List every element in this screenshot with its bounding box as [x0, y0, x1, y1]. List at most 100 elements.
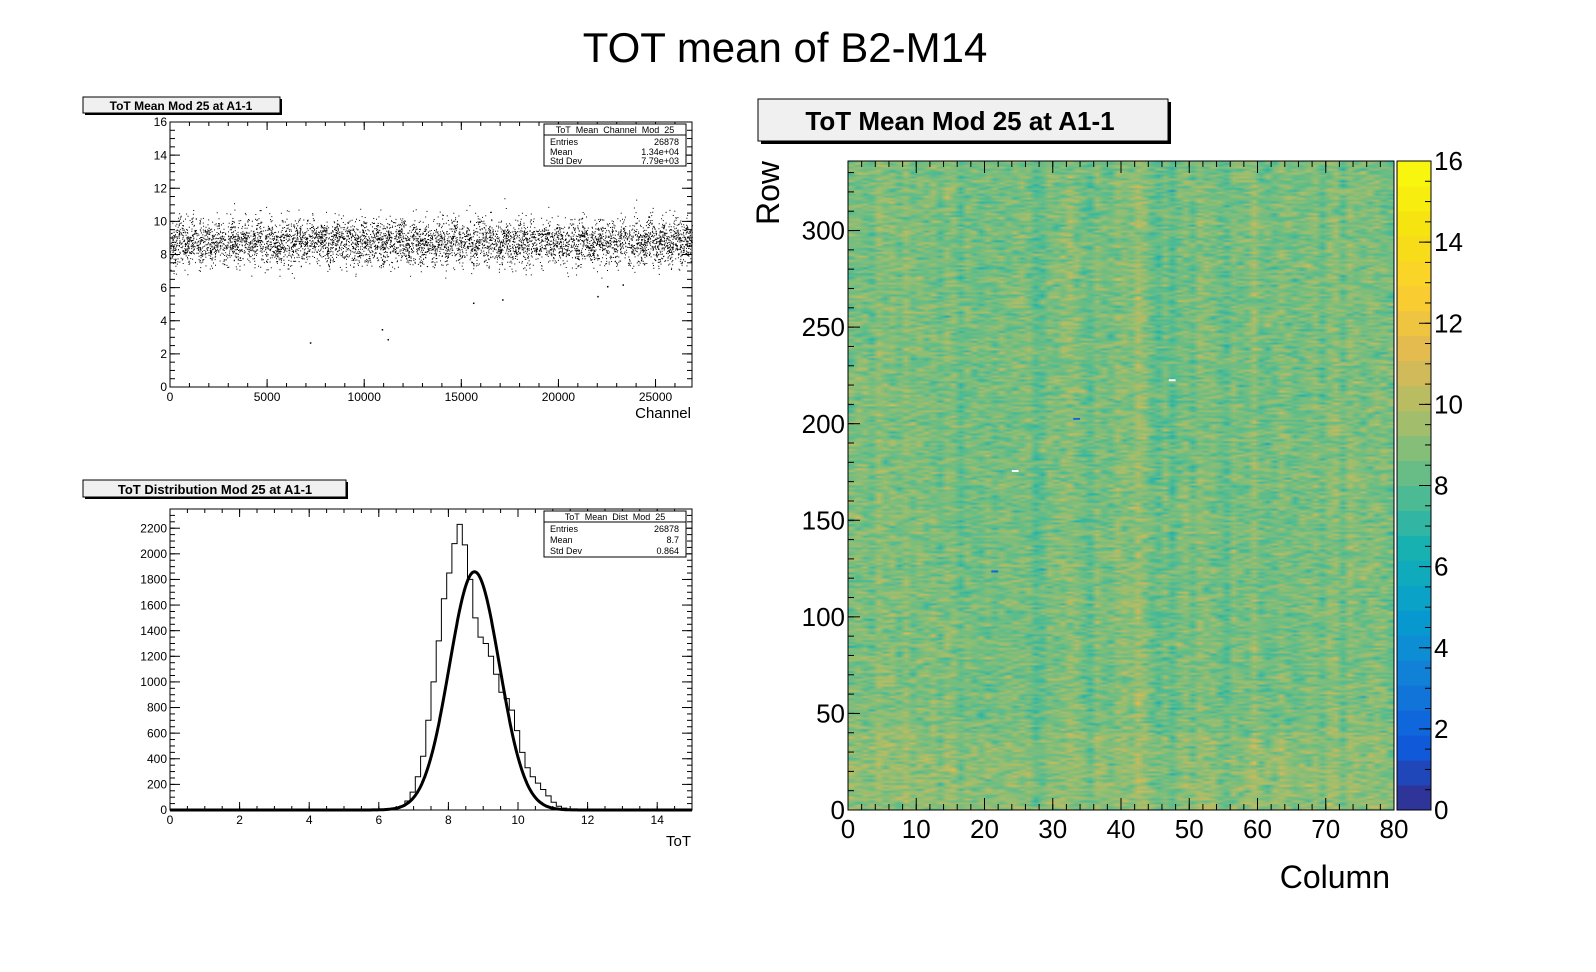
- heatmap-special-cell: [1168, 379, 1176, 382]
- color-scale-band: [1397, 485, 1431, 511]
- distribution-title-box: [82, 479, 347, 498]
- channel-scatter-x-tick-label: 15000: [445, 390, 479, 404]
- distribution-stats-name: ToT_Mean_Dist_Mod_25: [565, 512, 666, 522]
- distribution-y-tick-label: 400: [147, 752, 167, 766]
- heatmap-z-axis: 0 2 4 6 8 10 12 14 16: [1419, 146, 1463, 825]
- heatmap-z-tick-label: 8: [1434, 471, 1448, 501]
- heatmap-x-tick-label: 30: [1038, 814, 1067, 844]
- heatmap-x-tick-label: 10: [902, 814, 931, 844]
- distribution-x-tick-label: 2: [236, 813, 243, 827]
- heatmap-y-tick-label: 0: [831, 795, 845, 825]
- heatmap-z-tick-label: 12: [1434, 308, 1463, 338]
- color-scale-band: [1397, 260, 1431, 287]
- heatmap-x-tick-label: 0: [841, 814, 855, 844]
- color-scale-band: [1397, 585, 1431, 611]
- channel-scatter-outlier-point: [381, 329, 384, 331]
- channel-scatter-title: ToT Mean Mod 25 at A1-1: [110, 99, 253, 113]
- histogram-bin: [457, 524, 462, 810]
- distribution-x-tick-label: 0: [167, 813, 174, 827]
- distribution-x-tick-label: 4: [306, 813, 313, 827]
- histogram-bin: [478, 637, 483, 810]
- stats-stddev-label: Std Dev: [550, 546, 583, 556]
- channel-scatter-x-label: Channel: [635, 405, 691, 422]
- stats-entries-label: Entries: [550, 524, 579, 534]
- channel-scatter-y-tick-label: 14: [154, 148, 168, 162]
- heatmap-y-tick-label: 200: [802, 409, 845, 439]
- heatmap-cells: [848, 161, 1394, 810]
- channel-scatter-y-tick-label: 6: [160, 281, 167, 295]
- channel-scatter-outlier-point: [597, 295, 599, 298]
- color-scale-band: [1397, 535, 1431, 561]
- heatmap-x-tick-label: 20: [970, 814, 999, 844]
- distribution-y-tick-label: 1800: [140, 573, 167, 587]
- channel-scatter-y-tick-label: 4: [160, 314, 167, 328]
- distribution-x-axis: 0 2 4 6 8 10 12 14: [167, 509, 693, 827]
- color-scale-band: [1397, 710, 1431, 736]
- color-scale-band: [1397, 385, 1431, 412]
- heatmap-y-tick-label: 100: [802, 602, 845, 632]
- channel-scatter-stats-box: ToT_Mean_Channel_Mod_25 Entries 26878 Me…: [543, 123, 687, 167]
- stats-mean-label: Mean: [550, 535, 573, 545]
- stats-stddev-value: 7.79e+03: [641, 156, 679, 166]
- distribution-y-tick-label: 200: [147, 778, 167, 792]
- histogram-bin: [483, 643, 488, 810]
- channel-scatter-x-tick-label: 5000: [254, 390, 281, 404]
- heatmap-x-tick-label: 50: [1175, 814, 1204, 844]
- heatmap-z-tick-label: 4: [1434, 633, 1448, 663]
- channel-scatter-outlier-point: [387, 338, 390, 341]
- stats-entries-value: 26878: [654, 524, 679, 534]
- distribution-y-axis: 0 200 400 600 800 1000 1200 1400 1600 1800 2000 220…: [140, 514, 692, 817]
- histogram-bin: [452, 544, 457, 810]
- heatmap-x-label: Column: [1280, 859, 1390, 895]
- color-scale-band: [1397, 335, 1431, 362]
- color-scale-band: [1397, 660, 1431, 686]
- heatmap-title: ToT Mean Mod 25 at A1-1: [805, 106, 1114, 136]
- channel-scatter-point-cloud: [170, 198, 693, 279]
- heatmap-z-tick-label: 0: [1434, 795, 1448, 825]
- heatmap-special-cells: [991, 379, 1176, 573]
- heatmap-x-tick-label: 70: [1311, 814, 1340, 844]
- channel-scatter-title-box: [82, 96, 281, 114]
- channel-scatter-y-tick-label: 8: [160, 248, 167, 262]
- color-scale-band: [1397, 560, 1431, 586]
- channel-scatter-y-tick-label: 12: [154, 181, 168, 195]
- distribution-y-tick-label: 1200: [140, 649, 167, 663]
- distribution-x-tick-label: 8: [445, 813, 452, 827]
- heatmap-y-tick-label: 50: [816, 699, 845, 729]
- distribution-x-tick-label: 6: [375, 813, 382, 827]
- distribution-stats-box: ToT_Mean_Dist_Mod_25 Entries 26878 Mean …: [543, 510, 687, 558]
- channel-scatter-x-tick-label: 0: [167, 390, 174, 404]
- heatmap-special-cell: [991, 570, 999, 573]
- heatmap-z-tick-label: 10: [1434, 389, 1463, 419]
- color-scale-band: [1397, 760, 1431, 786]
- distribution-y-tick-label: 1600: [140, 598, 167, 612]
- channel-scatter-points: [170, 198, 693, 344]
- heatmap-x-tick-label: 80: [1380, 814, 1409, 844]
- channel-scatter-x-tick-label: 10000: [348, 390, 382, 404]
- channel-scatter-x-tick-label: 25000: [639, 390, 673, 404]
- channel-scatter-x-tick-label: 20000: [542, 390, 576, 404]
- channel-scatter-outlier-point: [606, 285, 609, 288]
- heatmap-y-tick-label: 150: [802, 505, 845, 535]
- color-scale-band: [1397, 610, 1431, 636]
- color-scale-band: [1397, 360, 1431, 387]
- stats-stddev-label: Std Dev: [550, 156, 583, 166]
- channel-scatter-y-tick-label: 10: [154, 215, 168, 229]
- distribution-y-tick-label: 1400: [140, 624, 167, 638]
- distribution-y-tick-label: 0: [160, 803, 167, 817]
- histogram-bin: [468, 579, 473, 810]
- channel-scatter-y-axis: 0 2 4 6 8 10 12 14 16: [154, 115, 692, 394]
- canvas-title: TOT mean of B2-M14: [583, 24, 988, 71]
- heatmap-y-axis: 0 50 100 150 200 250 300: [802, 172, 860, 825]
- heatmap-x-tick-label: 40: [1107, 814, 1136, 844]
- color-scale-band: [1397, 785, 1431, 811]
- channel-scatter-outlier-point: [472, 302, 475, 305]
- distribution-x-label: ToT: [666, 833, 691, 850]
- channel-scatter-outlier-point: [309, 342, 312, 344]
- heatmap-x-axis: 0 10 20 30 40 50 60 70 80: [841, 161, 1409, 844]
- color-scale-band: [1397, 235, 1431, 262]
- color-scale-band: [1397, 161, 1431, 187]
- distribution-y-tick-label: 2200: [140, 521, 167, 535]
- stats-mean-value: 8.7: [666, 535, 679, 545]
